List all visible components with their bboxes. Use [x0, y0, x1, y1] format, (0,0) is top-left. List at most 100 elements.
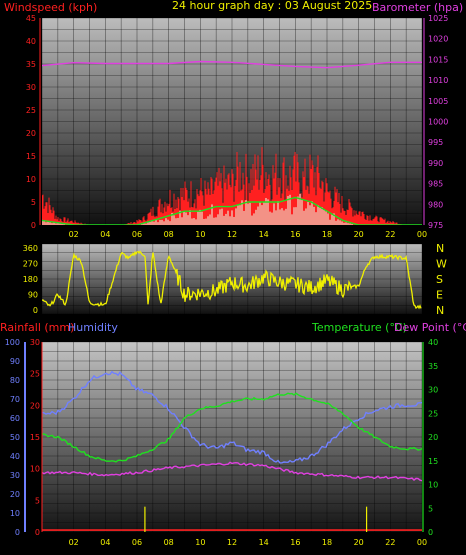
time-tick: 22 — [385, 230, 395, 239]
temperature-tick: 40 — [428, 338, 438, 347]
wind-average-line — [42, 196, 422, 225]
windspeed-label: Windspeed (kph) — [4, 1, 97, 14]
time-tick: 10 — [195, 538, 205, 547]
windspeed-tick: 40 — [26, 37, 36, 46]
barometer-tick: 980 — [428, 200, 443, 209]
humidity-tick: 30 — [10, 471, 20, 480]
temperature-label: Temperature (°C) — [311, 321, 407, 334]
wind-plot — [42, 60, 422, 225]
barometer-tick: 995 — [428, 138, 443, 147]
temperature-tick: 25 — [428, 409, 438, 418]
rain-tick: 0 — [35, 528, 40, 537]
windspeed-tick: 30 — [26, 83, 36, 92]
time-tick: 02 — [69, 230, 79, 239]
time-tick: 20 — [354, 538, 364, 547]
humidity-tick: 90 — [10, 357, 20, 366]
temp-plot — [42, 370, 422, 532]
humidity-tick: 60 — [10, 414, 20, 423]
temperature-tick: 20 — [428, 433, 438, 442]
time-tick: 18 — [322, 538, 332, 547]
time-tick: 12 — [227, 230, 237, 239]
rain-tick: 25 — [30, 370, 40, 379]
temperature-line — [42, 392, 422, 463]
humidity-line — [42, 370, 422, 464]
rain-tick: 30 — [30, 338, 40, 347]
time-tick: 04 — [100, 230, 110, 239]
compass-label: E — [436, 289, 443, 302]
direction-tick: 360 — [23, 244, 38, 253]
direction-tick: 270 — [23, 260, 38, 269]
humidity-tick: 100 — [5, 338, 20, 347]
windspeed-tick: 20 — [26, 129, 36, 138]
barometer-tick: 975 — [428, 221, 443, 230]
time-tick: 12 — [227, 538, 237, 547]
time-tick: 18 — [322, 230, 332, 239]
rain-tick: 20 — [30, 401, 40, 410]
axes-labels: 0510152025303540459759809859909951000100… — [5, 14, 449, 547]
compass-label: N — [436, 304, 444, 317]
humidity-tick: 80 — [10, 376, 20, 385]
humidity-tick: 10 — [10, 509, 20, 518]
time-tick: 16 — [290, 538, 300, 547]
direction-tick: 90 — [28, 291, 38, 300]
humidity-tick: 50 — [10, 433, 20, 442]
barometer-tick: 985 — [428, 180, 443, 189]
barometer-line — [42, 60, 422, 69]
time-tick: 00 — [417, 230, 427, 239]
time-tick: 16 — [290, 230, 300, 239]
direction-plot — [42, 250, 422, 310]
chart-title: 24 hour graph day : 03 August 2025 — [172, 0, 372, 12]
time-tick: 02 — [69, 538, 79, 547]
temperature-tick: 15 — [428, 457, 438, 466]
time-tick: 06 — [132, 538, 142, 547]
temperature-tick: 10 — [428, 481, 438, 490]
rain-tick: 10 — [30, 465, 40, 474]
temperature-tick: 0 — [428, 528, 433, 537]
dewpoint-line — [42, 461, 422, 482]
direction-tick: 0 — [33, 306, 38, 315]
dewpoint-label: Dew Point (°C) — [394, 321, 466, 334]
temperature-tick: 5 — [428, 504, 433, 513]
barometer-tick: 990 — [428, 159, 443, 168]
temp-grid — [41, 341, 423, 533]
windspeed-tick: 35 — [26, 60, 36, 69]
windspeed-tick: 25 — [26, 106, 36, 115]
windspeed-tick: 45 — [26, 14, 36, 23]
barometer-tick: 1010 — [428, 76, 448, 85]
compass-label: N — [436, 242, 444, 255]
rain-tick: 15 — [30, 433, 40, 442]
time-tick: 00 — [417, 538, 427, 547]
rainfall-label: Rainfall (mm) — [0, 321, 74, 334]
barometer-tick: 1020 — [428, 35, 448, 44]
windspeed-tick: 0 — [31, 221, 36, 230]
barometer-tick: 1015 — [428, 55, 448, 64]
time-tick: 06 — [132, 230, 142, 239]
time-tick: 08 — [164, 230, 174, 239]
windspeed-tick: 5 — [31, 198, 36, 207]
windspeed-tick: 10 — [26, 175, 36, 184]
time-tick: 08 — [164, 538, 174, 547]
barometer-label: Barometer (hpa) — [372, 1, 463, 14]
time-tick: 10 — [195, 230, 205, 239]
time-tick: 14 — [259, 230, 269, 239]
time-tick: 22 — [385, 538, 395, 547]
temperature-tick: 35 — [428, 362, 438, 371]
barometer-tick: 1025 — [428, 14, 448, 23]
wind-direction-line — [42, 250, 422, 310]
windspeed-tick: 15 — [26, 152, 36, 161]
humidity-tick: 0 — [15, 528, 20, 537]
barometer-tick: 1000 — [428, 118, 448, 127]
humidity-tick: 70 — [10, 395, 20, 404]
rain-tick: 5 — [35, 496, 40, 505]
compass-label: S — [436, 273, 443, 286]
humidity-label: Humidity — [68, 321, 118, 334]
time-tick: 20 — [354, 230, 364, 239]
humidity-tick: 20 — [10, 490, 20, 499]
compass-label: W — [436, 258, 447, 271]
barometer-tick: 1005 — [428, 97, 448, 106]
humidity-tick: 40 — [10, 452, 20, 461]
direction-tick: 180 — [23, 275, 38, 284]
temperature-tick: 30 — [428, 386, 438, 395]
time-tick: 14 — [259, 538, 269, 547]
